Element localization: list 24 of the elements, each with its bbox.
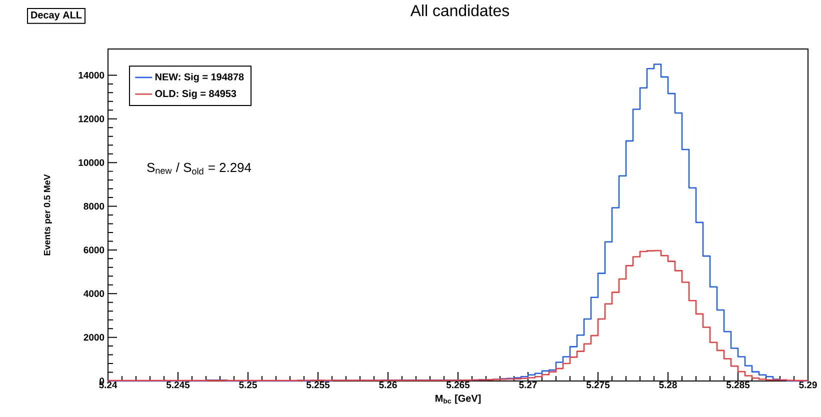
x-tick-label: 5.245 [166,382,190,388]
x-tick-label: 5.275 [586,382,610,388]
x-axis-title: M$_{bc}$ [GeV] [436,394,481,404]
legend-label: NEW: Sig = 194878 [155,73,244,82]
x-tick-label: 5.26 [379,382,397,388]
x-tick-label: 5.25 [239,382,257,388]
y-tick-label: 6000 [84,246,104,254]
x-tick-label: 5.255 [306,382,330,388]
annotation: S$_{new}$ / S$_{old}$ = 2.294 [147,162,252,174]
x-tick-label: 5.265 [446,382,470,388]
y-tick-label: 2000 [84,334,104,341]
x-tick-label: 5.28 [659,382,677,388]
y-tick-label: 10000 [78,159,104,166]
x-tick-label: 5.285 [726,382,750,388]
y-tick-label: 14000 [78,72,104,79]
chart-title: All candidates [410,4,510,16]
y-tick-label: 4000 [84,290,104,297]
x-tick-label: 5.29 [799,382,817,388]
legend-label: OLD: Sig = 84953 [155,90,236,100]
y-axis-title: Events per 0.5 MeV [44,174,52,256]
x-tick-label: 5.27 [519,382,537,388]
y-tick-label: 8000 [84,202,104,210]
text: Decay ALL [31,11,82,20]
y-tick-label: 12000 [78,116,104,122]
